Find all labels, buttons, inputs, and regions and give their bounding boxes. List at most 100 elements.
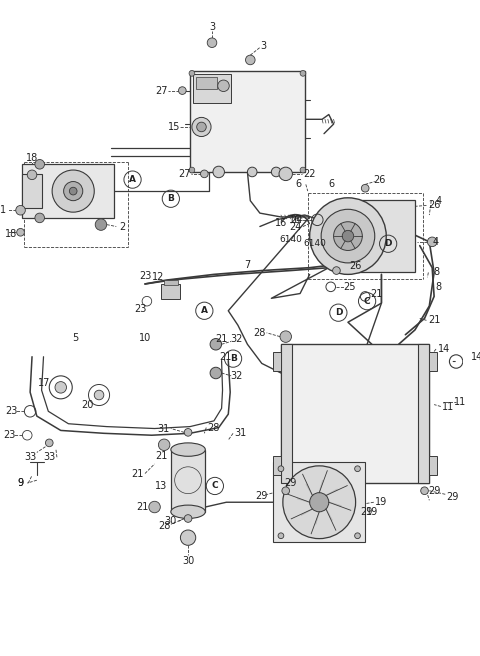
Text: 9: 9 [17,478,24,488]
Circle shape [46,439,53,447]
Text: 14: 14 [471,352,480,361]
Text: 6: 6 [295,179,301,190]
Text: D: D [384,239,392,248]
Text: 29: 29 [428,485,440,496]
Circle shape [64,182,83,201]
Text: A: A [201,306,208,316]
Circle shape [355,466,360,472]
Text: 14: 14 [438,344,450,354]
Circle shape [333,267,340,274]
Text: 29: 29 [256,491,268,501]
Circle shape [283,466,356,539]
Text: 21: 21 [136,502,148,512]
Text: 23: 23 [3,430,15,440]
Text: 21: 21 [219,352,231,361]
Text: 11: 11 [454,397,466,407]
Circle shape [210,367,222,379]
Bar [281,344,429,483]
Text: 20: 20 [82,400,94,409]
Bar [23,174,42,209]
Polygon shape [329,502,341,506]
Text: 6: 6 [329,179,335,190]
Text: 16: 16 [289,215,301,225]
Text: 18: 18 [5,229,17,239]
Circle shape [158,439,170,451]
Polygon shape [326,489,337,495]
Bar [418,344,429,483]
Bar [343,199,415,272]
Text: 30: 30 [165,516,177,526]
Text: 5: 5 [72,333,78,342]
Circle shape [189,70,195,76]
Circle shape [280,331,291,342]
Bar [23,164,114,218]
Ellipse shape [171,443,205,457]
Polygon shape [319,480,323,493]
Text: 27: 27 [155,85,168,96]
Circle shape [16,205,25,215]
Circle shape [55,382,67,393]
Circle shape [213,166,225,178]
Text: 29: 29 [284,478,297,488]
Circle shape [247,167,257,176]
Text: B: B [168,194,174,203]
Text: 3: 3 [209,22,215,32]
Text: 28: 28 [208,422,220,432]
Text: 4: 4 [436,195,442,206]
Circle shape [52,170,94,212]
Circle shape [184,515,192,522]
Text: 28: 28 [158,521,170,531]
Circle shape [245,55,255,65]
Text: 23: 23 [134,304,146,314]
Bar [429,457,437,476]
Circle shape [192,117,211,136]
Polygon shape [306,484,312,495]
Text: C: C [212,482,218,491]
Bar [161,284,180,299]
Circle shape [310,198,386,274]
Text: 29: 29 [446,493,458,502]
Text: C: C [364,297,371,306]
Text: 31: 31 [157,424,169,434]
Polygon shape [301,509,312,516]
Text: 9: 9 [17,478,24,488]
Circle shape [17,228,24,236]
Bar [196,77,217,89]
Polygon shape [315,512,319,524]
Text: 21: 21 [216,335,228,344]
Text: 8: 8 [436,282,442,292]
Bar [281,344,292,483]
Text: 6140: 6140 [303,239,326,248]
Circle shape [321,209,375,263]
Circle shape [94,390,104,400]
Text: 33: 33 [43,452,55,462]
Text: 19: 19 [375,497,387,507]
Polygon shape [326,509,332,521]
Circle shape [197,122,206,132]
Circle shape [300,167,306,173]
Text: 7: 7 [244,260,251,270]
Text: 26: 26 [373,174,386,184]
Text: 21: 21 [131,468,144,478]
Text: 31: 31 [235,428,247,438]
Text: 16: 16 [275,218,287,228]
Text: 30: 30 [182,556,194,565]
Bar [273,457,281,476]
Text: 25: 25 [344,282,356,292]
Text: 27: 27 [178,169,191,179]
Circle shape [361,184,369,192]
Text: 13: 13 [155,481,168,491]
Circle shape [179,87,186,94]
Circle shape [278,533,284,539]
Circle shape [70,187,77,195]
Bar [171,449,205,512]
Circle shape [282,487,289,495]
Circle shape [184,428,192,436]
Circle shape [95,219,107,230]
Bar [164,280,178,285]
Circle shape [180,530,196,545]
Circle shape [420,487,428,495]
Circle shape [35,213,45,222]
Ellipse shape [171,505,205,518]
Circle shape [271,167,281,176]
